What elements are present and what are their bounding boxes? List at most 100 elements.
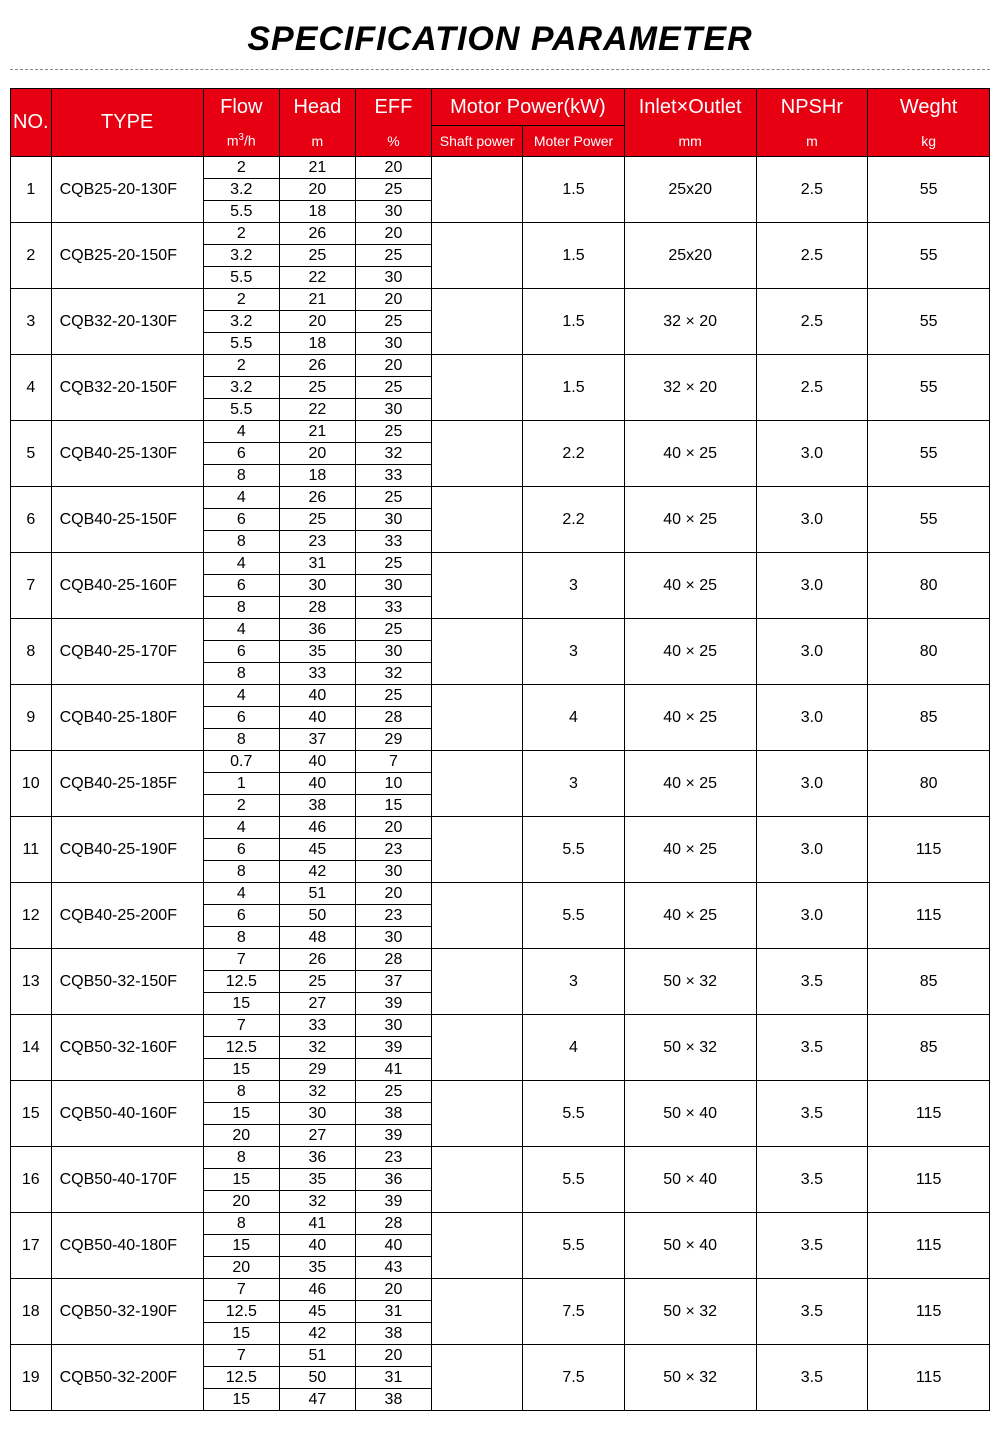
cell-shaft: [431, 751, 522, 817]
cell-type: CQB50-40-160F: [51, 1081, 203, 1147]
cell-moter: 7.5: [523, 1345, 624, 1411]
cell-type: CQB40-25-180F: [51, 685, 203, 751]
cell-head: 40: [279, 707, 355, 729]
cell-type: CQB32-20-150F: [51, 355, 203, 421]
cell-eff: 33: [355, 597, 431, 619]
cell-head: 32: [279, 1081, 355, 1103]
cell-weight: 85: [868, 949, 990, 1015]
cell-flow: 6: [203, 839, 279, 861]
cell-head: 22: [279, 399, 355, 421]
cell-io: 25x20: [624, 157, 756, 223]
cell-npshr: 3.0: [756, 619, 868, 685]
cell-npshr: 3.0: [756, 421, 868, 487]
col-flow: Flow: [203, 89, 279, 126]
cell-io: 40 × 25: [624, 619, 756, 685]
cell-head: 47: [279, 1389, 355, 1411]
cell-weight: 115: [868, 883, 990, 949]
cell-eff: 30: [355, 927, 431, 949]
cell-flow: 2: [203, 289, 279, 311]
cell-shaft: [431, 553, 522, 619]
cell-head: 26: [279, 355, 355, 377]
cell-shaft: [431, 1279, 522, 1345]
cell-shaft: [431, 1147, 522, 1213]
cell-moter: 4: [523, 1015, 624, 1081]
cell-head: 41: [279, 1213, 355, 1235]
cell-head: 21: [279, 289, 355, 311]
cell-head: 51: [279, 883, 355, 905]
cell-eff: 28: [355, 707, 431, 729]
cell-no: 17: [11, 1213, 52, 1279]
cell-flow: 4: [203, 487, 279, 509]
cell-io: 40 × 25: [624, 553, 756, 619]
cell-no: 8: [11, 619, 52, 685]
table-row: 2CQB25-20-150F226201.525x202.555: [11, 223, 990, 245]
cell-npshr: 2.5: [756, 223, 868, 289]
cell-eff: 38: [355, 1389, 431, 1411]
cell-type: CQB40-25-150F: [51, 487, 203, 553]
cell-eff: 20: [355, 1279, 431, 1301]
cell-type: CQB50-40-170F: [51, 1147, 203, 1213]
cell-eff: 32: [355, 663, 431, 685]
table-row: 5CQB40-25-130F421252.240 × 253.055: [11, 421, 990, 443]
cell-moter: 1.5: [523, 223, 624, 289]
table-row: 6CQB40-25-150F426252.240 × 253.055: [11, 487, 990, 509]
cell-npshr: 3.5: [756, 1147, 868, 1213]
cell-flow: 6: [203, 905, 279, 927]
cell-flow: 5.5: [203, 201, 279, 223]
cell-flow: 3.2: [203, 377, 279, 399]
cell-weight: 115: [868, 1081, 990, 1147]
cell-io: 40 × 25: [624, 421, 756, 487]
cell-moter: 5.5: [523, 1081, 624, 1147]
cell-npshr: 3.0: [756, 487, 868, 553]
cell-flow: 8: [203, 1147, 279, 1169]
cell-eff: 29: [355, 729, 431, 751]
cell-head: 45: [279, 839, 355, 861]
cell-moter: 3: [523, 619, 624, 685]
cell-type: CQB40-25-185F: [51, 751, 203, 817]
cell-head: 42: [279, 861, 355, 883]
cell-eff: 39: [355, 1125, 431, 1147]
cell-head: 31: [279, 553, 355, 575]
cell-flow: 8: [203, 597, 279, 619]
spec-table: NO. TYPE Flow Head EFF Motor Power(kW) I…: [10, 88, 990, 1411]
cell-head: 18: [279, 333, 355, 355]
cell-flow: 20: [203, 1125, 279, 1147]
cell-eff: 39: [355, 1191, 431, 1213]
table-row: 10CQB40-25-185F0.7407340 × 253.080: [11, 751, 990, 773]
cell-io: 40 × 25: [624, 487, 756, 553]
cell-io: 40 × 25: [624, 883, 756, 949]
col-npshr-unit: m: [756, 126, 868, 157]
cell-head: 45: [279, 1301, 355, 1323]
cell-head: 22: [279, 267, 355, 289]
cell-moter: 7.5: [523, 1279, 624, 1345]
cell-flow: 0.7: [203, 751, 279, 773]
cell-flow: 1: [203, 773, 279, 795]
cell-eff: 10: [355, 773, 431, 795]
cell-flow: 6: [203, 575, 279, 597]
cell-shaft: [431, 1345, 522, 1411]
cell-eff: 20: [355, 1345, 431, 1367]
cell-head: 33: [279, 1015, 355, 1037]
cell-shaft: [431, 355, 522, 421]
cell-head: 21: [279, 421, 355, 443]
cell-flow: 5.5: [203, 267, 279, 289]
cell-type: CQB40-25-160F: [51, 553, 203, 619]
cell-eff: 31: [355, 1301, 431, 1323]
cell-flow: 5.5: [203, 333, 279, 355]
cell-flow: 7: [203, 1345, 279, 1367]
cell-moter: 1.5: [523, 289, 624, 355]
cell-shaft: [431, 157, 522, 223]
cell-head: 27: [279, 993, 355, 1015]
cell-flow: 20: [203, 1257, 279, 1279]
table-row: 11CQB40-25-190F446205.540 × 253.0115: [11, 817, 990, 839]
cell-flow: 8: [203, 663, 279, 685]
cell-eff: 38: [355, 1103, 431, 1125]
cell-eff: 25: [355, 685, 431, 707]
cell-moter: 1.5: [523, 157, 624, 223]
cell-eff: 40: [355, 1235, 431, 1257]
cell-npshr: 2.5: [756, 355, 868, 421]
cell-flow: 7: [203, 949, 279, 971]
cell-eff: 20: [355, 289, 431, 311]
cell-head: 20: [279, 443, 355, 465]
cell-no: 5: [11, 421, 52, 487]
